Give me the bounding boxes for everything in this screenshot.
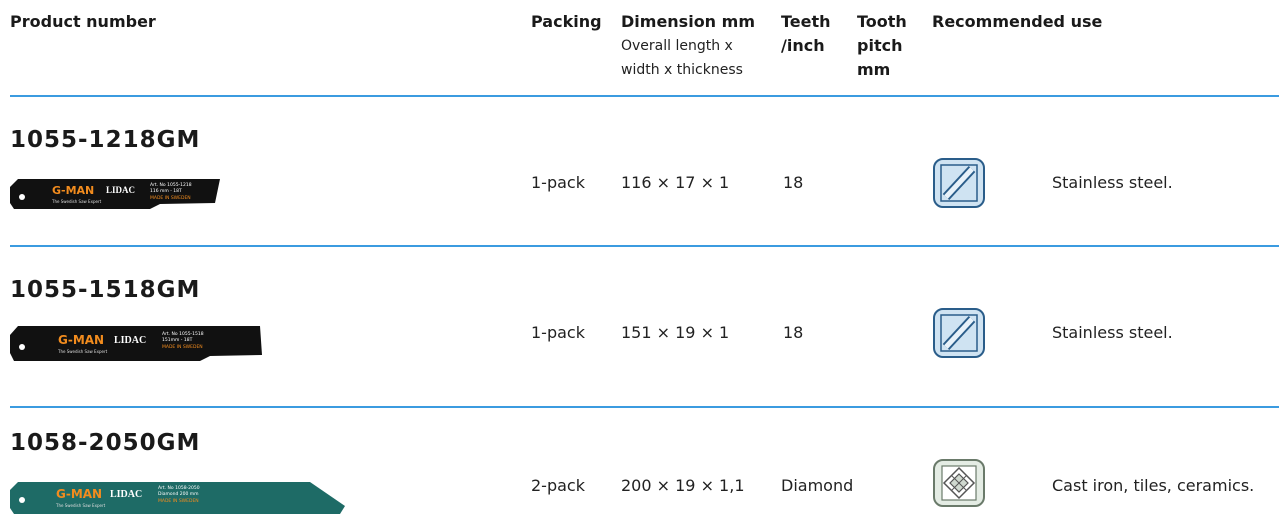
blade-spec: Diamond 200 mm — [158, 491, 199, 497]
icon-pipe-inner — [944, 317, 974, 349]
teeth: Diamond — [781, 476, 854, 495]
header-packing: Packing — [531, 12, 602, 31]
icon-joint — [951, 475, 967, 491]
blade-body — [10, 179, 220, 209]
blade-art: Art. No 1055-1218 — [150, 182, 192, 188]
blade-maker: LIDAC — [114, 335, 146, 346]
blade-origin: MADE IN SWEDEN — [162, 344, 203, 350]
blade-body — [10, 326, 262, 361]
blade-tagline: The Swedish Saw Expert — [51, 199, 102, 204]
blade-brand: G-MAN — [56, 487, 102, 501]
icon-box — [940, 314, 978, 352]
header-dimension: Dimension mm Overall length x width x th… — [621, 10, 771, 82]
blade-image: G-MAN The Swedish Saw Expert LIDAC Art. … — [10, 326, 262, 361]
header-teeth: Teeth /inch — [781, 12, 831, 55]
blade-brand: G-MAN — [58, 333, 104, 347]
blade-hole — [19, 344, 25, 350]
blade-spec: 116 mm - 18T — [150, 188, 182, 194]
blade-brand: G-MAN — [52, 184, 94, 197]
blade-tagline: The Swedish Saw Expert — [57, 349, 108, 354]
blade-body — [10, 482, 345, 514]
packing: 1-pack — [531, 173, 585, 192]
use-icon — [933, 308, 985, 358]
blade-hole — [19, 194, 25, 200]
blade-maker: LIDAC — [106, 185, 135, 195]
packing: 2-pack — [531, 476, 585, 495]
blade-tagline: The Swedish Saw Expert — [55, 503, 106, 508]
product-row: 1055-1218GM G-MAN The Swedish Saw Expert… — [0, 97, 1279, 245]
header-dimension-title: Dimension mm — [621, 12, 755, 31]
blade-art: Art. No 1055-1518 — [162, 331, 204, 337]
blade-spec: 151mm - 18T — [162, 337, 193, 343]
use-icon — [933, 158, 985, 208]
dimension: 116 × 17 × 1 — [621, 173, 730, 192]
header-pitch: Tooth pitch mm — [857, 12, 907, 79]
product-row: 1055-1518GM G-MAN The Swedish Saw Expert… — [0, 247, 1279, 405]
product-number: 1058-2050GM — [10, 430, 201, 456]
recommended-use: Cast iron, tiles, ceramics. — [1052, 476, 1255, 495]
divider — [10, 245, 1279, 247]
header-dimension-note: Overall length x width x thickness — [621, 38, 743, 78]
divider — [10, 406, 1279, 408]
product-number: 1055-1518GM — [10, 277, 201, 303]
use-icon — [933, 459, 985, 507]
icon-box — [940, 164, 978, 202]
recommended-use: Stainless steel. — [1052, 323, 1173, 342]
icon-pipe-inner — [944, 167, 974, 199]
product-number: 1055-1218GM — [10, 127, 201, 153]
blade-maker: LIDAC — [110, 489, 142, 500]
teeth: 18 — [783, 173, 804, 192]
header-product: Product number — [10, 12, 156, 31]
blade-image: G-MAN The Swedish Saw Expert LIDAC Art. … — [10, 482, 345, 514]
blade-image: G-MAN The Swedish Saw Expert LIDAC Art. … — [10, 179, 220, 209]
packing: 1-pack — [531, 323, 585, 342]
icon-tile — [942, 466, 976, 500]
blade-origin: MADE IN SWEDEN — [158, 498, 199, 504]
recommended-use: Stainless steel. — [1052, 173, 1173, 192]
blade-origin: MADE IN SWEDEN — [150, 195, 191, 201]
product-row: 1058-2050GM G-MAN The Swedish Saw Expert… — [0, 408, 1279, 518]
dimension: 151 × 19 × 1 — [621, 323, 730, 342]
blade-hole — [19, 497, 25, 503]
teeth: 18 — [783, 323, 804, 342]
divider — [10, 95, 1279, 97]
header-use: Recommended use — [932, 12, 1103, 31]
blade-art: Art. No 1058-2050 — [158, 485, 200, 491]
dimension: 200 × 19 × 1,1 — [621, 476, 745, 495]
